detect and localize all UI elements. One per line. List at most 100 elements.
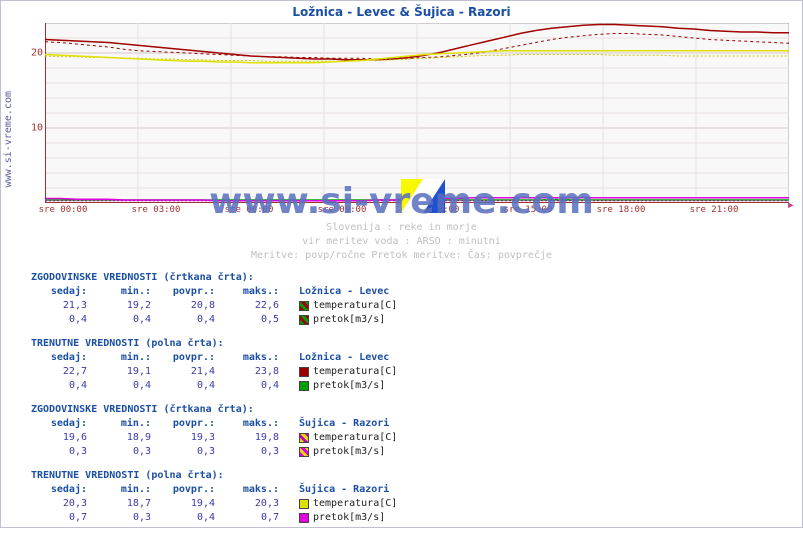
cell: 22,7 <box>31 365 95 379</box>
cell: 20,3 <box>223 497 287 511</box>
header-row: sedaj:min.:povpr.:maks.:Ložnica - Levec <box>31 351 591 365</box>
x-tick-label: sre 03:00 <box>132 205 181 215</box>
legend-entry: temperatura[C] <box>287 431 397 445</box>
table-row: 0,40,40,40,5pretok[m3/s] <box>31 313 591 327</box>
caption: Slovenija : reke in morje vir meritev vo… <box>1 221 802 263</box>
cell: 0,4 <box>159 313 223 327</box>
col-header: maks.: <box>223 483 287 497</box>
swatch-icon <box>299 499 309 509</box>
cell: 19,6 <box>31 431 95 445</box>
cell: 0,4 <box>95 313 159 327</box>
cell: 0,5 <box>223 313 287 327</box>
legend-label: pretok[m3/s] <box>313 445 385 459</box>
x-tick-label: sre 21:00 <box>690 205 739 215</box>
watermark-side: www.si-vreme.com <box>3 91 14 187</box>
swatch-icon <box>299 381 309 391</box>
col-header: povpr.: <box>159 417 223 431</box>
legend-entry: temperatura[C] <box>287 365 397 379</box>
legend-label: pretok[m3/s] <box>313 313 385 327</box>
table-row: 0,30,30,30,3pretok[m3/s] <box>31 445 591 459</box>
table-row: 21,319,220,822,6temperatura[C] <box>31 299 591 313</box>
y-tick-20: 20 <box>31 48 43 59</box>
cell: 23,8 <box>223 365 287 379</box>
x-tick-label: sre 15:00 <box>504 205 553 215</box>
col-header: sedaj: <box>31 285 95 299</box>
legend-entry: pretok[m3/s] <box>287 379 385 393</box>
cell: 20,8 <box>159 299 223 313</box>
table-row: 22,719,121,423,8temperatura[C] <box>31 365 591 379</box>
swatch-icon <box>299 447 309 457</box>
block-title: TRENUTNE VREDNOSTI (polna črta): <box>31 337 591 351</box>
plot-svg <box>45 23 789 203</box>
block-title: ZGODOVINSKE VREDNOSTI (črtkana črta): <box>31 403 591 417</box>
cell: 0,3 <box>223 445 287 459</box>
station-name: Šujica - Razori <box>287 417 467 431</box>
cell: 22,6 <box>223 299 287 313</box>
header-row: sedaj:min.:povpr.:maks.:Šujica - Razori <box>31 483 591 497</box>
x-tick-label: sre 09:00 <box>318 205 367 215</box>
caption-l3: Meritve: povp/ročne Pretok meritve: Čas:… <box>1 249 802 263</box>
swatch-icon <box>299 301 309 311</box>
col-header: min.: <box>95 483 159 497</box>
data-tables: ZGODOVINSKE VREDNOSTI (črtkana črta):sed… <box>31 271 591 535</box>
cell: 0,7 <box>223 511 287 525</box>
col-header: sedaj: <box>31 483 95 497</box>
cell: 0,4 <box>159 379 223 393</box>
col-header: maks.: <box>223 417 287 431</box>
y-tick-10: 10 <box>31 123 43 134</box>
legend-entry: pretok[m3/s] <box>287 511 385 525</box>
x-tick-label: sre 18:00 <box>597 205 646 215</box>
cell: 21,3 <box>31 299 95 313</box>
table-row: 20,318,719,420,3temperatura[C] <box>31 497 591 511</box>
x-tick-label: sre 00:00 <box>39 205 88 215</box>
cell: 0,7 <box>31 511 95 525</box>
chart-title: Ložnica - Levec & Šujica - Razori <box>1 1 802 19</box>
col-header: min.: <box>95 285 159 299</box>
cell: 18,9 <box>95 431 159 445</box>
cell: 20,3 <box>31 497 95 511</box>
col-header: min.: <box>95 417 159 431</box>
x-tick-label: sre 06:00 <box>225 205 274 215</box>
header-row: sedaj:min.:povpr.:maks.:Ložnica - Levec <box>31 285 591 299</box>
col-header: min.: <box>95 351 159 365</box>
cell: 0,3 <box>95 445 159 459</box>
swatch-icon <box>299 315 309 325</box>
legend-entry: temperatura[C] <box>287 299 397 313</box>
col-header: povpr.: <box>159 483 223 497</box>
cell: 18,7 <box>95 497 159 511</box>
cell: 0,4 <box>31 313 95 327</box>
header-row: sedaj:min.:povpr.:maks.:Šujica - Razori <box>31 417 591 431</box>
legend-entry: pretok[m3/s] <box>287 445 385 459</box>
legend-label: pretok[m3/s] <box>313 511 385 525</box>
cell: 19,8 <box>223 431 287 445</box>
cell: 0,3 <box>95 511 159 525</box>
cell: 19,1 <box>95 365 159 379</box>
swatch-icon <box>299 433 309 443</box>
chart-container: www.si-vreme.com Ložnica - Levec & Šujic… <box>0 0 803 528</box>
swatch-icon <box>299 513 309 523</box>
caption-l1: Slovenija : reke in morje <box>1 221 802 235</box>
legend-entry: pretok[m3/s] <box>287 313 385 327</box>
col-header: povpr.: <box>159 351 223 365</box>
y-axis-labels: 20 10 <box>23 23 43 203</box>
cell: 0,4 <box>31 379 95 393</box>
legend-label: temperatura[C] <box>313 431 397 445</box>
stats-block: TRENUTNE VREDNOSTI (polna črta):sedaj:mi… <box>31 469 591 525</box>
stats-block: TRENUTNE VREDNOSTI (polna črta):sedaj:mi… <box>31 337 591 393</box>
col-header: maks.: <box>223 351 287 365</box>
stats-block: ZGODOVINSKE VREDNOSTI (črtkana črta):sed… <box>31 403 591 459</box>
station-name: Šujica - Razori <box>287 483 467 497</box>
station-name: Ložnica - Levec <box>287 285 467 299</box>
cell: 19,2 <box>95 299 159 313</box>
table-row: 19,618,919,319,8temperatura[C] <box>31 431 591 445</box>
col-header: sedaj: <box>31 417 95 431</box>
cell: 0,3 <box>31 445 95 459</box>
legend-entry: temperatura[C] <box>287 497 397 511</box>
legend-label: pretok[m3/s] <box>313 379 385 393</box>
stats-block: ZGODOVINSKE VREDNOSTI (črtkana črta):sed… <box>31 271 591 327</box>
cell: 0,4 <box>223 379 287 393</box>
block-title: TRENUTNE VREDNOSTI (polna črta): <box>31 469 591 483</box>
cell: 0,4 <box>159 511 223 525</box>
station-name: Ložnica - Levec <box>287 351 467 365</box>
col-header: povpr.: <box>159 285 223 299</box>
